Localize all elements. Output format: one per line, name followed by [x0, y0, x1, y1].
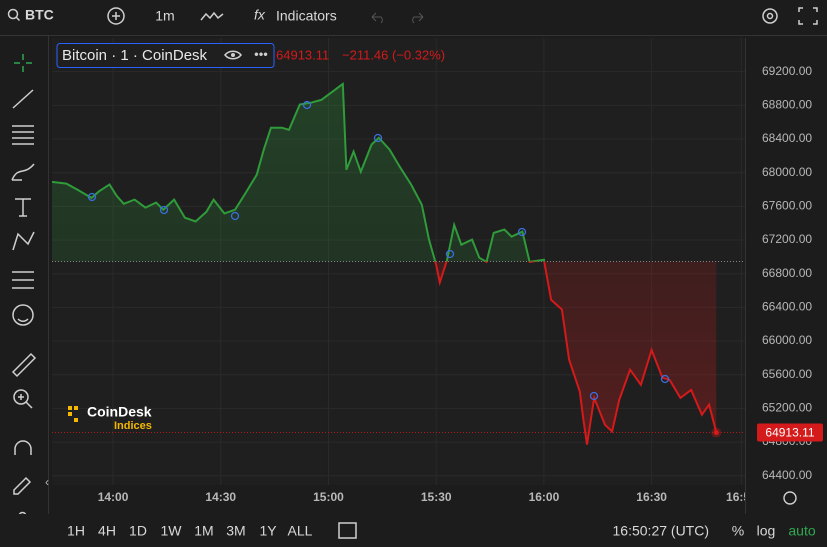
y-tick-label: 68800.00: [762, 98, 812, 112]
x-tick-label: 15:30: [421, 490, 452, 504]
emoji-tool[interactable]: [12, 304, 34, 326]
plot: [52, 38, 747, 485]
percent-toggle[interactable]: %: [732, 523, 744, 539]
ruler-tool[interactable]: [11, 352, 37, 378]
magnet-tool[interactable]: [14, 440, 32, 455]
watermark-logo: [74, 406, 78, 410]
add-icon: [112, 12, 120, 20]
event-marker[interactable]: [302, 100, 312, 110]
range-button[interactable]: ALL: [288, 523, 313, 539]
zoom-tool: [18, 394, 33, 409]
trendline-tool[interactable]: [12, 89, 34, 109]
range-button[interactable]: 1H: [67, 523, 85, 539]
fullscreen-icon[interactable]: [798, 7, 818, 25]
event-marker[interactable]: [660, 374, 670, 384]
x-tick-label: 14:30: [205, 490, 236, 504]
event-marker[interactable]: [517, 227, 527, 237]
redo-icon[interactable]: [412, 12, 424, 24]
visibility-icon: [231, 53, 235, 57]
crosshair-tool[interactable]: [14, 54, 32, 72]
x-tick-label: 15:00: [313, 490, 344, 504]
axes: 14:00 14:30 15:00 15:30 16:00 16:30 16:5564400…: [52, 38, 827, 514]
watermark-logo: [74, 418, 78, 422]
area-below: [52, 261, 717, 445]
pattern-tool[interactable]: [12, 231, 35, 251]
last-point: [713, 430, 719, 436]
watermark-logo: [68, 412, 72, 416]
collapse-toggle[interactable]: ‹: [45, 475, 49, 489]
area-above: [52, 83, 717, 262]
y-tick-label: 68400.00: [762, 131, 812, 145]
y-tick-label: 67200.00: [762, 232, 812, 246]
brush-tool[interactable]: [11, 163, 35, 181]
log-toggle[interactable]: log: [757, 523, 776, 539]
left-toolbar: [0, 36, 48, 542]
event-marker[interactable]: [159, 205, 169, 215]
y-tick-label: 66000.00: [762, 333, 812, 347]
event-marker[interactable]: [445, 249, 455, 259]
watermark-brand: CoinDesk: [87, 404, 152, 420]
event-marker[interactable]: [87, 192, 97, 202]
settings-icon: [766, 12, 774, 20]
y-tick-label: 64400.00: [762, 468, 812, 482]
event-markers: [87, 100, 670, 401]
axis-settings-icon[interactable]: [783, 491, 797, 505]
prediction-tool[interactable]: [12, 271, 34, 289]
add-icon[interactable]: [107, 7, 125, 25]
x-tick-label: 16:30: [636, 490, 667, 504]
lock-draw-tool[interactable]: [13, 476, 32, 495]
last-price-label: 64913.11: [765, 426, 814, 440]
clock: 16:50:27 (UTC): [613, 523, 709, 539]
time-axis: [52, 485, 745, 514]
legend-change: −211.46 (−0.32%): [342, 47, 445, 62]
range-button[interactable]: 4H: [98, 523, 116, 539]
interval[interactable]: 1m: [155, 8, 174, 24]
event-marker[interactable]: [589, 391, 599, 401]
x-tick-label: 14:00: [98, 490, 129, 504]
auto-toggle[interactable]: auto: [788, 523, 815, 539]
fib-tool[interactable]: [12, 125, 34, 145]
legend-box[interactable]: [56, 43, 275, 68]
watermark-logo: [68, 406, 72, 410]
x-tick-label: 16:00: [529, 490, 560, 504]
watermark-sub: Indices: [114, 420, 152, 432]
emoji-tool: [17, 318, 29, 322]
search-icon: [15, 16, 21, 22]
undo-icon[interactable]: [371, 12, 383, 24]
symbol[interactable]: BTC: [25, 7, 54, 23]
fx-icon[interactable]: fx: [254, 7, 266, 23]
bottom-bar: [0, 514, 827, 542]
y-tick-label: 65200.00: [762, 401, 812, 415]
y-tick-label: 66800.00: [762, 266, 812, 280]
y-tick-label: 68000.00: [762, 165, 812, 179]
event-marker[interactable]: [230, 211, 240, 221]
line-below: [434, 261, 718, 445]
range-button[interactable]: 1Y: [259, 523, 277, 539]
legend-last: 64913.11: [276, 47, 329, 62]
y-tick-label: 66400.00: [762, 300, 812, 314]
date-range-icon[interactable]: [338, 522, 357, 539]
y-tick-label: 69200.00: [762, 64, 812, 78]
chart-style-icon[interactable]: [200, 11, 224, 21]
zoom-tool[interactable]: [13, 389, 29, 405]
line-above: [52, 81, 546, 262]
y-tick-label: 67600.00: [762, 199, 812, 213]
indicators[interactable]: Indicators: [276, 8, 337, 24]
legend-series-name: Bitcoin · 1 · CoinDesk: [62, 47, 208, 64]
text-tool[interactable]: [15, 198, 31, 217]
range-button[interactable]: 1D: [129, 523, 147, 539]
range-buttons: 1H 4H 1D 1W 1M 3M 1Y ALL: [67, 523, 313, 539]
range-button[interactable]: 1W: [161, 523, 183, 539]
visibility-icon[interactable]: [224, 50, 242, 60]
settings-icon[interactable]: [762, 8, 778, 24]
event-marker[interactable]: [373, 133, 383, 143]
more-icon[interactable]: •••: [254, 46, 268, 61]
search-icon[interactable]: [7, 8, 19, 20]
range-button[interactable]: 1M: [194, 523, 213, 539]
last-price-box: [757, 423, 823, 442]
range-button[interactable]: 3M: [226, 523, 245, 539]
y-tick-label: 65600.00: [762, 367, 812, 381]
